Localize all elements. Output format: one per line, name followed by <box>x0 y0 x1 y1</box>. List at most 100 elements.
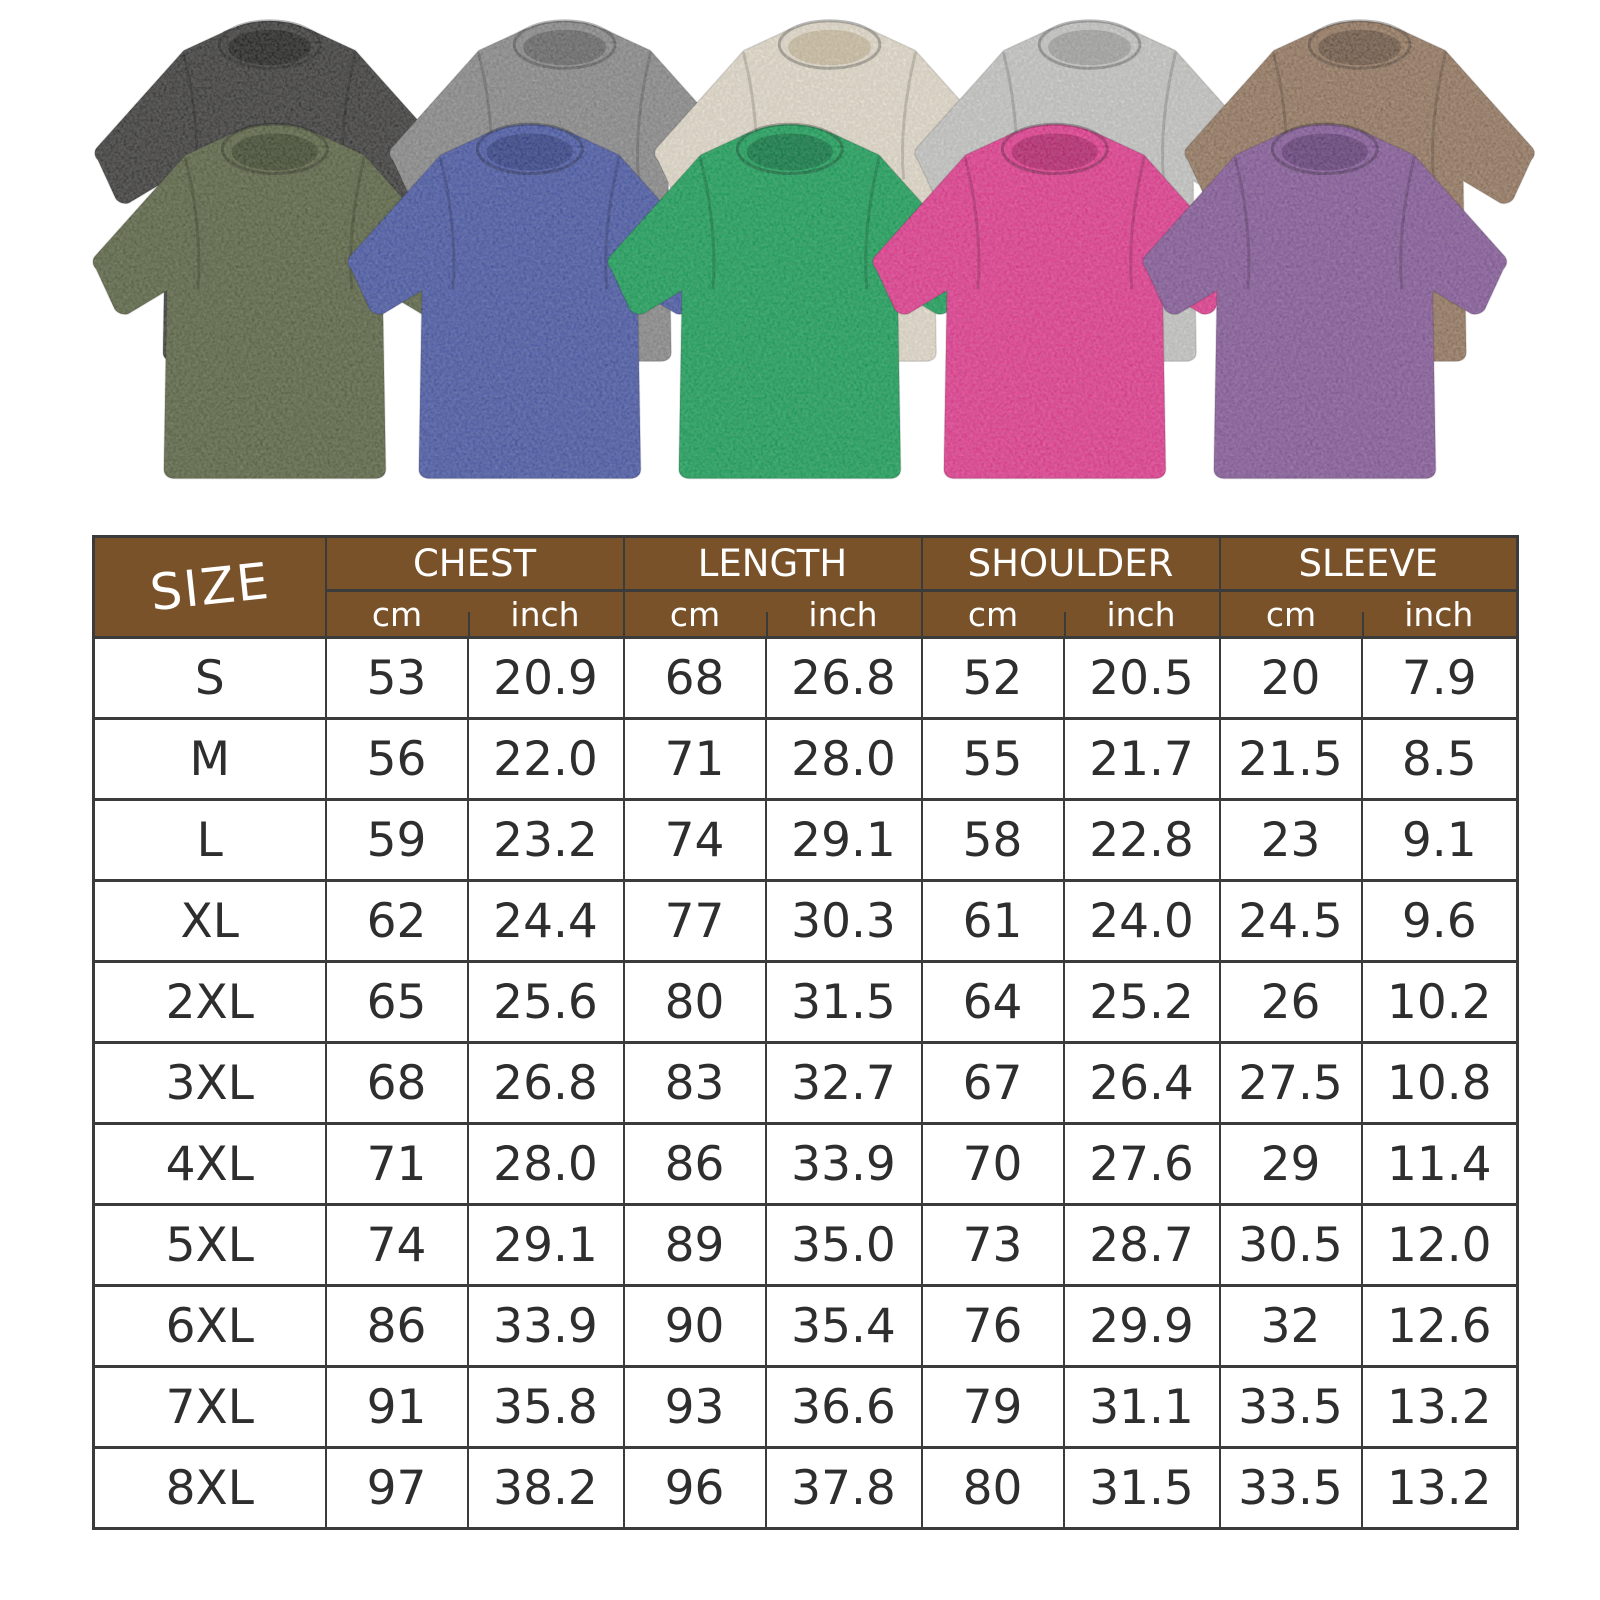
length-inch-cell: 29.1 <box>764 798 922 881</box>
size-cell: 6XL <box>93 1284 326 1367</box>
size-cell: 8XL <box>93 1446 326 1529</box>
tshirt-washed-army-green <box>91 122 459 480</box>
size-cell: 7XL <box>93 1365 326 1448</box>
chest-column-header: CHEST <box>324 536 624 592</box>
shoulder-column-header: SHOULDER <box>920 536 1220 592</box>
chest-inch-cell: 22.0 <box>466 717 624 800</box>
shoulder-cm-cell: 64 <box>920 960 1064 1043</box>
table-row: S 53 20.9 68 26.8 52 20.5 20 7.9 <box>93 636 1518 719</box>
length-inch-cell: 35.0 <box>764 1203 922 1286</box>
size-cell: 4XL <box>93 1122 326 1205</box>
size-cell: XL <box>93 879 326 962</box>
sleeve-inch-cell: 13.2 <box>1360 1446 1518 1529</box>
length-inch-cell: 37.8 <box>764 1446 922 1529</box>
length-inch-cell: 26.8 <box>764 636 922 719</box>
shoulder-cm-cell: 67 <box>920 1041 1064 1124</box>
chest-cm-cell: 62 <box>324 879 468 962</box>
chest-inch-cell: 20.9 <box>466 636 624 719</box>
length-inch-cell: 30.3 <box>764 879 922 962</box>
shoulder-inch-header: inch <box>1063 590 1220 638</box>
shoulder-inch-cell: 22.8 <box>1062 798 1220 881</box>
shoulder-inch-cell: 29.9 <box>1062 1284 1220 1367</box>
length-cm-cell: 77 <box>622 879 766 962</box>
sleeve-column-header: SLEEVE <box>1218 536 1518 592</box>
sleeve-inch-cell: 12.6 <box>1360 1284 1518 1367</box>
shoulder-cm-cell: 73 <box>920 1203 1064 1286</box>
chest-inch-cell: 33.9 <box>466 1284 624 1367</box>
size-table: SIZE CHEST LENGTH SHOULDER SLEEVE cm inc… <box>92 535 1520 1530</box>
sleeve-inch-cell: 7.9 <box>1360 636 1518 719</box>
sleeve-cm-cell: 21.5 <box>1218 717 1362 800</box>
tshirt-washed-purple <box>1141 122 1509 480</box>
sleeve-cm-cell: 26 <box>1218 960 1362 1043</box>
size-label: SIZE <box>146 551 273 623</box>
shoulder-inch-cell: 31.5 <box>1062 1446 1220 1529</box>
shoulder-cm-cell: 80 <box>920 1446 1064 1529</box>
chest-cm-cell: 59 <box>324 798 468 881</box>
table-row: XL 62 24.4 77 30.3 61 24.0 24.5 9.6 <box>93 879 1518 962</box>
table-row: 2XL 65 25.6 80 31.5 64 25.2 26 10.2 <box>93 960 1518 1043</box>
shoulder-inch-cell: 27.6 <box>1062 1122 1220 1205</box>
shirt-gallery <box>91 19 1536 480</box>
length-cm-cell: 89 <box>622 1203 766 1286</box>
size-cell: 2XL <box>93 960 326 1043</box>
chest-inch-cell: 23.2 <box>466 798 624 881</box>
sleeve-inch-cell: 9.1 <box>1360 798 1518 881</box>
length-cm-cell: 80 <box>622 960 766 1043</box>
sleeve-cm-cell: 23 <box>1218 798 1362 881</box>
shoulder-inch-cell: 21.7 <box>1062 717 1220 800</box>
header-units-row: cm inch cm inch cm inch cm inch <box>94 590 1518 638</box>
shoulder-cm-cell: 52 <box>920 636 1064 719</box>
tshirt-washed-brown <box>1183 19 1536 363</box>
length-inch-header: inch <box>765 590 922 638</box>
chest-cm-cell: 68 <box>324 1041 468 1124</box>
chest-cm-cell: 74 <box>324 1203 468 1286</box>
chest-inch-cell: 28.0 <box>466 1122 624 1205</box>
chest-cm-header: cm <box>324 590 468 638</box>
tshirt-washed-blue <box>346 122 714 480</box>
size-cell: S <box>93 636 326 719</box>
sleeve-inch-cell: 9.6 <box>1360 879 1518 962</box>
length-inch-cell: 32.7 <box>764 1041 922 1124</box>
chest-cm-cell: 97 <box>324 1446 468 1529</box>
table-row: 5XL 74 29.1 89 35.0 73 28.7 30.5 12.0 <box>93 1203 1518 1286</box>
shoulder-inch-cell: 24.0 <box>1062 879 1220 962</box>
shoulder-cm-header: cm <box>920 590 1064 638</box>
table-row: M 56 22.0 71 28.0 55 21.7 21.5 8.5 <box>93 717 1518 800</box>
length-inch-cell: 28.0 <box>764 717 922 800</box>
shoulder-cm-cell: 76 <box>920 1284 1064 1367</box>
shoulder-cm-cell: 61 <box>920 879 1064 962</box>
table-row: 7XL 91 35.8 93 36.6 79 31.1 33.5 13.2 <box>93 1365 1518 1448</box>
shoulder-cm-cell: 58 <box>920 798 1064 881</box>
sleeve-cm-cell: 30.5 <box>1218 1203 1362 1286</box>
table-row: L 59 23.2 74 29.1 58 22.8 23 9.1 <box>93 798 1518 881</box>
chest-inch-cell: 26.8 <box>466 1041 624 1124</box>
sleeve-cm-cell: 20 <box>1218 636 1362 719</box>
shoulder-inch-cell: 25.2 <box>1062 960 1220 1043</box>
length-cm-cell: 68 <box>622 636 766 719</box>
length-inch-cell: 31.5 <box>764 960 922 1043</box>
table-row: 6XL 86 33.9 90 35.4 76 29.9 32 12.6 <box>93 1284 1518 1367</box>
chest-cm-cell: 71 <box>324 1122 468 1205</box>
size-cell: 3XL <box>93 1041 326 1124</box>
chest-inch-cell: 25.6 <box>466 960 624 1043</box>
shoulder-inch-cell: 31.1 <box>1062 1365 1220 1448</box>
chest-inch-cell: 38.2 <box>466 1446 624 1529</box>
sleeve-cm-cell: 33.5 <box>1218 1365 1362 1448</box>
size-table-header: SIZE CHEST LENGTH SHOULDER SLEEVE cm inc… <box>93 536 1518 638</box>
sleeve-cm-cell: 27.5 <box>1218 1041 1362 1124</box>
length-cm-cell: 93 <box>622 1365 766 1448</box>
sleeve-inch-header: inch <box>1361 590 1518 638</box>
chest-cm-cell: 53 <box>324 636 468 719</box>
sleeve-inch-cell: 10.8 <box>1360 1041 1518 1124</box>
shoulder-inch-cell: 26.4 <box>1062 1041 1220 1124</box>
length-cm-header: cm <box>622 590 766 638</box>
tshirt-washed-rose <box>871 122 1239 480</box>
sleeve-inch-cell: 12.0 <box>1360 1203 1518 1286</box>
chest-inch-cell: 24.4 <box>466 879 624 962</box>
table-row: 4XL 71 28.0 86 33.9 70 27.6 29 11.4 <box>93 1122 1518 1205</box>
table-row: 8XL 97 38.2 96 37.8 80 31.5 33.5 13.2 <box>93 1446 1518 1529</box>
length-cm-cell: 74 <box>622 798 766 881</box>
length-cm-cell: 96 <box>622 1446 766 1529</box>
